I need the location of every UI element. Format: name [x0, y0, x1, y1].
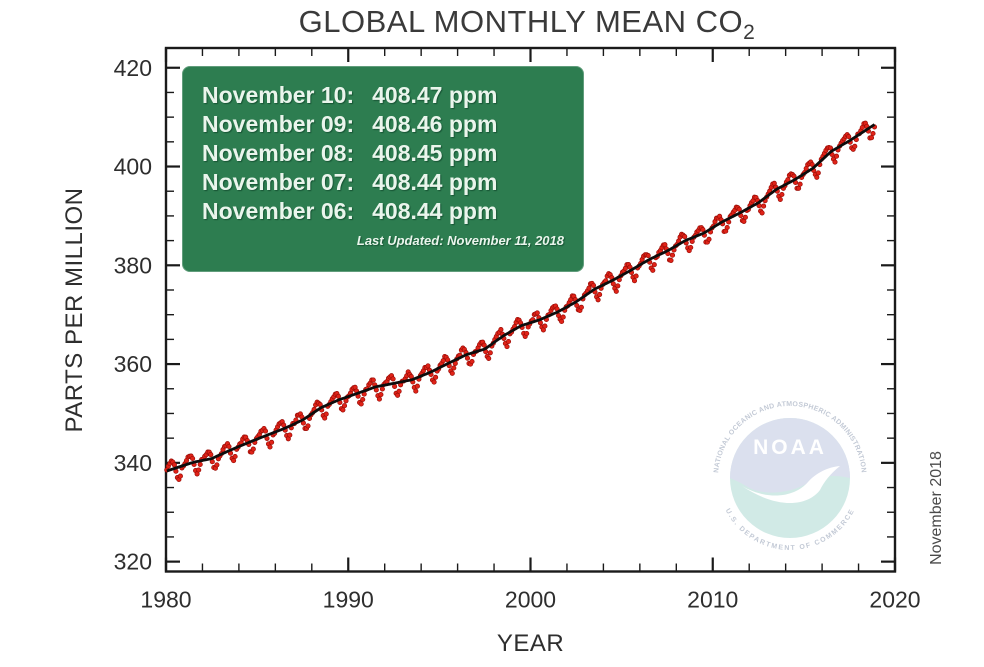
gull-icon	[742, 466, 840, 503]
reading-value: 408.47 ppm	[372, 82, 498, 108]
reading-date: November 08:	[202, 140, 355, 166]
axis-ticks	[164, 48, 897, 572]
reading-row: November 09: 408.46 ppm	[202, 110, 570, 139]
reading-date: November 10:	[202, 82, 355, 108]
svg-text:2010: 2010	[687, 587, 738, 613]
svg-text:400: 400	[114, 154, 152, 180]
reading-value: 408.45 ppm	[372, 140, 498, 166]
svg-text:360: 360	[114, 351, 152, 377]
svg-text:1990: 1990	[323, 587, 374, 613]
co2-readings-panel: November 10: 408.47 ppm November 09: 408…	[182, 66, 584, 272]
chart-title-text: GLOBAL MONTHLY MEAN CO	[298, 4, 744, 39]
svg-text:420: 420	[114, 55, 152, 81]
chart-title-subscript: 2	[743, 21, 756, 44]
reading-row: November 08: 408.45 ppm	[202, 139, 570, 168]
svg-text:NOAA: NOAA	[753, 436, 827, 459]
reading-row: November 10: 408.47 ppm	[202, 81, 570, 110]
reading-value: 408.44 ppm	[372, 198, 498, 224]
last-updated-label: Last Updated: November 11, 2018	[356, 233, 564, 248]
reading-value: 408.46 ppm	[372, 111, 498, 137]
reading-date: November 07:	[202, 169, 355, 195]
x-axis-label: YEAR	[496, 630, 565, 657]
tick-labels: 1980 1990 2000 2010 2020 320 340 360 380 400 420	[114, 55, 921, 613]
reading-date: November 06:	[202, 198, 355, 224]
svg-text:340: 340	[114, 450, 152, 476]
svg-text:2020: 2020	[869, 587, 920, 613]
reading-date: November 09:	[202, 111, 355, 137]
svg-text:380: 380	[114, 252, 152, 278]
trend-line	[166, 123, 876, 473]
y-axis-label: PARTS PER MILLION	[61, 187, 88, 433]
reading-row: November 06: 408.44 ppm	[202, 197, 570, 226]
svg-text:1980: 1980	[140, 587, 191, 613]
svg-text:2000: 2000	[505, 587, 556, 613]
side-date-label: November 2018	[928, 451, 945, 565]
reading-row: November 07: 408.44 ppm	[202, 168, 570, 197]
reading-value: 408.44 ppm	[372, 169, 498, 195]
svg-text:320: 320	[114, 549, 152, 575]
page-title: GLOBAL MONTHLY MEAN CO2	[70, 4, 984, 45]
